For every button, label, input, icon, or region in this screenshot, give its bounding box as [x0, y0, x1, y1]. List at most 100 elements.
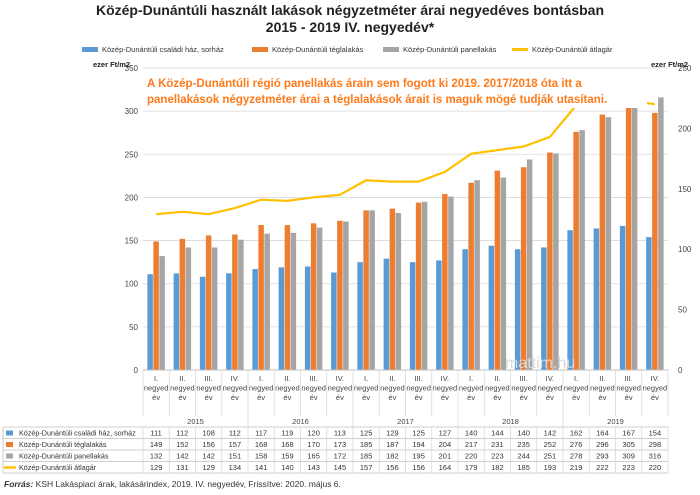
x-axis-tick-label: II.	[389, 374, 395, 383]
right-axis-tick-label: 100	[678, 245, 692, 254]
table-cell: 144	[491, 429, 504, 438]
table-cell: 222	[596, 463, 609, 472]
bar-house	[252, 269, 258, 370]
table-cell: 172	[334, 452, 347, 461]
table-cell: 231	[491, 440, 504, 449]
x-axis-tick-label: év	[283, 393, 291, 402]
year-label: 2015	[187, 417, 204, 426]
table-cell: 201	[439, 452, 452, 461]
bar-house	[462, 249, 468, 370]
right-axis-tick-label: 50	[678, 306, 687, 315]
table-series-label: Közép-Dunántúli téglalakás	[19, 440, 107, 449]
table-cell: 217	[465, 440, 478, 449]
bar-panel	[369, 210, 375, 370]
table-cell: 140	[465, 429, 478, 438]
x-axis-tick-label: III.	[624, 374, 632, 383]
table-cell: 108	[202, 429, 215, 438]
x-axis-tick-label: év	[441, 393, 449, 402]
bar-house	[541, 247, 547, 370]
table-cell: 129	[386, 429, 399, 438]
x-axis-tick-label: II.	[494, 374, 500, 383]
year-label: 2016	[292, 417, 309, 426]
table-cell: 276	[570, 440, 583, 449]
table-cell: 220	[649, 463, 662, 472]
bar-panel	[579, 130, 585, 370]
table-cell: 309	[622, 452, 635, 461]
table-cell: 182	[491, 463, 504, 472]
legend-item-average: Közép-Dunántúli átlagár	[512, 45, 612, 54]
table-cell: 154	[649, 429, 662, 438]
table-cell: 219	[570, 463, 583, 472]
table-cell: 305	[622, 440, 635, 449]
x-axis-tick-label: I.	[574, 374, 578, 383]
bar-brick	[153, 241, 159, 370]
bar-house	[173, 273, 180, 370]
table-cell: 149	[150, 440, 163, 449]
x-axis-tick-label: év	[231, 393, 239, 402]
left-axis-tick-label: 50	[129, 323, 138, 332]
table-cell: 223	[491, 452, 504, 461]
bar-house	[436, 260, 442, 370]
table-cell: 168	[281, 440, 294, 449]
table-cell: 145	[334, 463, 347, 472]
bar-brick	[468, 182, 474, 370]
x-axis-tick-label: III.	[204, 374, 212, 383]
x-axis-tick-label: negyed	[459, 384, 484, 393]
x-axis-tick-label: negyed	[196, 384, 221, 393]
table-cell: 129	[202, 463, 215, 472]
bar-brick	[625, 106, 632, 370]
bar-house	[357, 262, 363, 370]
table-cell: 158	[255, 452, 268, 461]
table-cell: 140	[281, 463, 294, 472]
left-axis-tick-label: 350	[125, 64, 139, 73]
annotation-text: A Közép-Dunántúli régió panellakás árain…	[147, 76, 647, 108]
x-axis-tick-label: negyed	[223, 384, 248, 393]
bar-panel	[185, 247, 192, 370]
watermark: mattim.hu	[505, 355, 576, 372]
table-cell: 159	[281, 452, 294, 461]
table-cell: 167	[622, 429, 635, 438]
table-cell: 113	[334, 429, 346, 438]
table-series-label: Közép-Dunántúli panellakás	[19, 452, 109, 461]
x-axis-tick-label: III.	[519, 374, 527, 383]
x-axis-tick-label: negyed	[590, 384, 615, 393]
x-axis-tick-label: IV.	[441, 374, 449, 383]
table-cell: 156	[202, 440, 215, 449]
table-cell: 117	[255, 429, 267, 438]
bar-house	[383, 258, 390, 370]
table-cell: 244	[517, 452, 530, 461]
table-cell: 151	[229, 452, 242, 461]
table-cell: 194	[412, 440, 425, 449]
table-cell: 168	[255, 440, 268, 449]
legend-swatch-yellow	[512, 48, 528, 51]
bar-panel	[316, 227, 323, 370]
table-cell: 162	[570, 429, 583, 438]
table-cell: 193	[544, 463, 557, 472]
table-cell: 223	[622, 463, 635, 472]
table-cell: 293	[596, 452, 609, 461]
bar-brick	[232, 234, 238, 370]
bar-brick	[179, 238, 186, 370]
x-axis-tick-label: negyed	[433, 384, 458, 393]
legend-item-house: Közép-Dunántúli családi ház, sorház	[82, 45, 224, 54]
table-cell: 316	[649, 452, 662, 461]
table-cell: 156	[412, 463, 425, 472]
table-cell: 132	[150, 452, 163, 461]
table-cell: 235	[517, 440, 530, 449]
x-axis-tick-label: II.	[284, 374, 290, 383]
x-axis-tick-label: negyed	[380, 384, 405, 393]
bar-brick	[337, 220, 343, 370]
left-axis-tick-label: 200	[125, 193, 139, 202]
table-cell: 140	[517, 429, 530, 438]
x-axis-tick-label: év	[651, 393, 659, 402]
x-axis-tick-label: IV.	[231, 374, 239, 383]
average-price-line	[156, 99, 656, 216]
bar-brick	[415, 202, 422, 370]
legend-swatch-blue	[82, 47, 98, 52]
left-axis-tick-label: 100	[125, 280, 139, 289]
table-cell: 142	[544, 429, 557, 438]
bar-brick	[520, 167, 527, 370]
x-axis-tick-label: negyed	[564, 384, 589, 393]
bar-panel	[500, 177, 507, 370]
bar-house	[278, 267, 285, 370]
